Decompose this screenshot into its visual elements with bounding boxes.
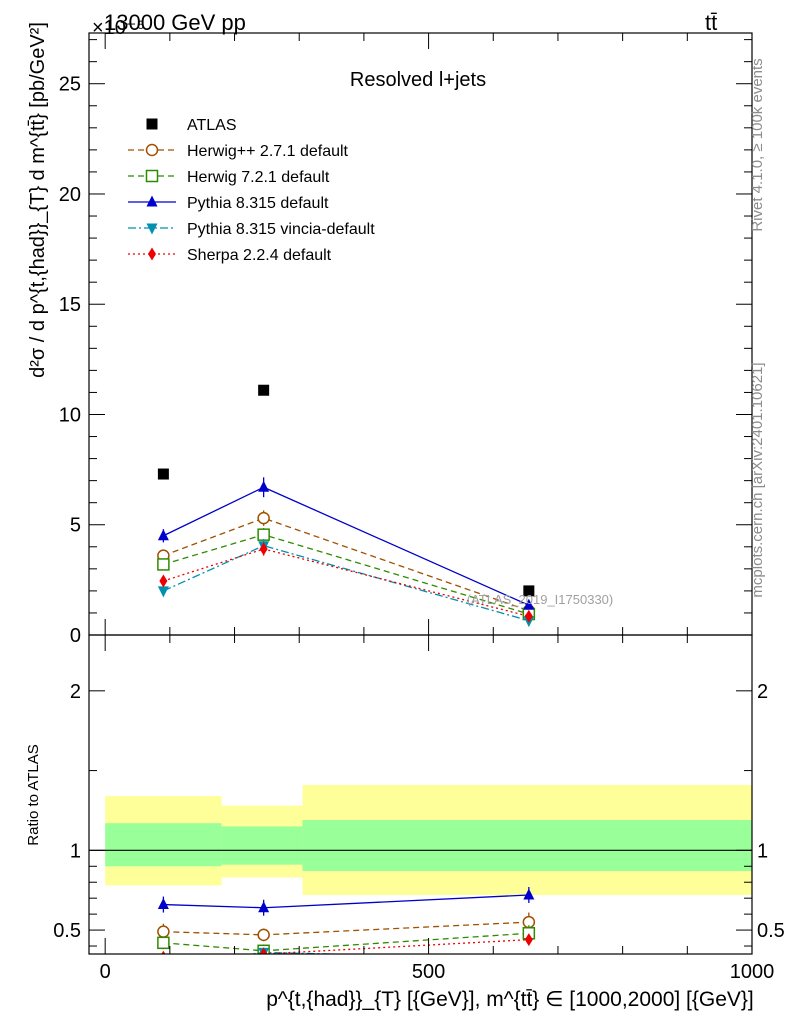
main-series-3-point-0 xyxy=(157,529,169,541)
x-tick-label-2: 1000 xyxy=(730,961,775,983)
legend-label-5: Sherpa 2.2.4 default xyxy=(187,247,332,264)
ratio-series-4-point-2 xyxy=(524,933,533,947)
legend-marker-2 xyxy=(145,169,159,183)
main-series-5-point-0 xyxy=(159,574,168,588)
ratio-ytick-label-left-0: 0.5 xyxy=(53,920,81,942)
ratio-series-2-point-2 xyxy=(523,888,535,900)
main-series-2-point-1 xyxy=(257,528,270,541)
main-ytick-label-0: 0 xyxy=(70,625,81,647)
x-tick-label-0: 0 xyxy=(100,961,111,983)
main-ytick-label-5: 25 xyxy=(59,74,81,96)
ratio-band-inner-2 xyxy=(302,820,752,872)
x-axis-label: p^{t,{had}}_{T} [{GeV}], m^{tt̄} ∈ [1000… xyxy=(266,988,754,1011)
main-series-5-point-1 xyxy=(259,542,268,556)
ratio-series-2-line xyxy=(163,894,529,909)
analysis-watermark: (ATLAS_2019_I1750330) xyxy=(467,592,613,607)
legend-marker-5 xyxy=(148,247,156,261)
ratio-y-axis-label: Ratio to ATLAS xyxy=(25,744,42,845)
main-series-3-point-1 xyxy=(258,480,270,492)
ratio-band-inner-0 xyxy=(105,823,222,867)
ratio-frame xyxy=(88,634,753,955)
ratio-ticks: 0.5 0.5 1 1 2 2 0 500 1000 xyxy=(53,635,785,983)
ratio-series-3-point-2 xyxy=(523,954,534,965)
legend-label-4: Pythia 8.315 vincia-default xyxy=(187,221,375,238)
legend-label-2: Herwig 7.2.1 default xyxy=(187,169,330,186)
ratio-ytick-label-left-1: 1 xyxy=(70,840,81,862)
process-label: tt̄ xyxy=(705,10,717,35)
main-ytick-label-1: 5 xyxy=(70,515,81,537)
legend-marker-3 xyxy=(146,195,158,207)
ratio-series-0-point-0 xyxy=(157,925,170,938)
ratio-ytick-label-right-2: 2 xyxy=(757,681,768,703)
ratio-panel: 0.5 0.5 1 1 2 2 0 500 1000 xyxy=(53,634,785,983)
main-series-4-point-0 xyxy=(157,586,169,598)
main-y-axis-label: d²σ / d p^{t,{had}}_{T} d m^{tt̄} [pb/Ge… xyxy=(27,22,49,378)
mcplots-reference-text: mcplots.cern.ch [arXiv:2401.10621] xyxy=(749,362,766,597)
ratio-band-inner-1 xyxy=(221,826,303,865)
analysis-subtitle: Resolved l+jets xyxy=(350,69,486,91)
ratio-ytick-label-right-0: 0.5 xyxy=(757,920,785,942)
main-series-4-line xyxy=(163,545,530,622)
ratio-series-2-point-1 xyxy=(258,901,270,913)
ratio-series-3-point-0 xyxy=(158,961,169,972)
rivet-version-text: Rivet 4.1.0, ≥ 100k events xyxy=(749,58,766,231)
legend-marker-0 xyxy=(146,118,158,130)
legend: ATLAS Herwig++ 2.7.1 default Herwig 7.2.1 … xyxy=(128,117,375,264)
energy-label: 13000 GeV pp xyxy=(104,10,246,35)
main-series-0-point-2 xyxy=(523,585,535,597)
legend-marker-4 xyxy=(146,223,158,235)
ratio-series-0-point-1 xyxy=(257,928,270,942)
ratio-ytick-label-right-1: 1 xyxy=(757,840,768,862)
legend-label-3: Pythia 8.315 default xyxy=(187,195,329,212)
ratio-data-layer xyxy=(89,784,752,972)
y-exponent-label: ×10⁻⁶ xyxy=(92,17,145,39)
ratio-series-4-point-1 xyxy=(259,947,268,954)
ratio-series-4-point-0 xyxy=(161,950,166,954)
main-data-layer xyxy=(157,384,536,628)
main-series-5-point-2 xyxy=(524,609,533,623)
main-ytick-label-2: 10 xyxy=(59,404,81,426)
main-series-0-point-0 xyxy=(157,468,169,480)
ratio-series-0-line xyxy=(163,921,529,936)
legend-marker-1 xyxy=(145,143,159,157)
main-ytick-label-4: 20 xyxy=(59,184,81,206)
legend-label-0: ATLAS xyxy=(187,117,237,134)
ratio-series-1-point-0 xyxy=(157,936,170,950)
main-series-3-point-2 xyxy=(523,598,535,610)
main-series-2-point-0 xyxy=(157,558,170,571)
legend-label-1: Herwig++ 2.7.1 default xyxy=(187,143,349,160)
main-ytick-label-3: 15 xyxy=(59,294,81,316)
x-tick-label-1: 500 xyxy=(412,961,445,983)
main-series-0-point-1 xyxy=(258,384,270,396)
ratio-series-2-point-0 xyxy=(157,898,169,910)
ratio-ytick-label-left-2: 2 xyxy=(70,681,81,703)
main-panel: 0 5 10 15 20 25 (ATLAS_2019_I1750330) xyxy=(59,32,753,647)
main-series-1-point-1 xyxy=(257,511,270,525)
main-series-1-line xyxy=(163,517,530,612)
